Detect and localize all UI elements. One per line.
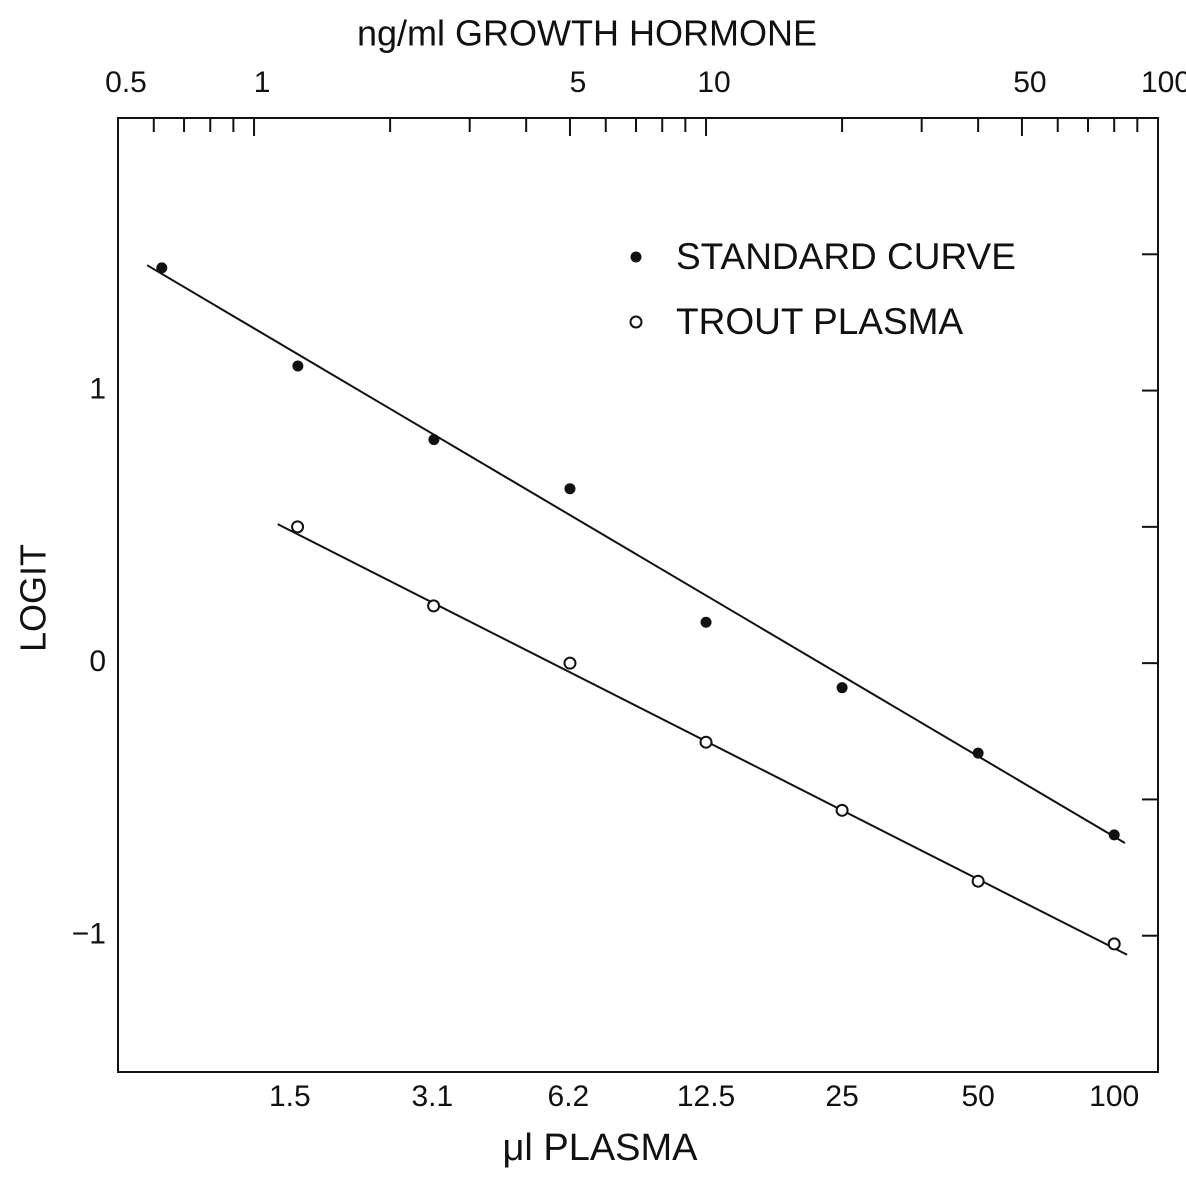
fit-line	[146, 264, 1126, 844]
point	[700, 616, 712, 628]
point	[699, 735, 713, 749]
y-tick-label: 0	[89, 645, 106, 678]
x2-tick-label: 100	[1141, 66, 1186, 99]
point	[156, 262, 168, 274]
point	[428, 434, 440, 446]
point	[836, 682, 848, 694]
point	[1108, 829, 1120, 841]
x2-tick-label: 0.5	[105, 66, 147, 99]
legend-marker	[629, 315, 643, 329]
y-tick-label: 1	[89, 372, 106, 405]
x-tick-label: 100	[1089, 1080, 1139, 1113]
top-axis-label: ng/ml GROWTH HORMONE	[357, 13, 817, 54]
legend-text: STANDARD CURVE	[676, 236, 1016, 277]
x-tick-label: 1.5	[269, 1080, 311, 1113]
x2-tick-label: 5	[570, 66, 587, 99]
point	[564, 483, 576, 495]
y-axis-label: LOGIT	[13, 544, 54, 652]
point	[972, 747, 984, 759]
x-tick-label: 3.1	[411, 1080, 453, 1113]
x-tick-label: 50	[961, 1080, 994, 1113]
point	[971, 874, 985, 888]
point	[835, 803, 849, 817]
point	[563, 656, 577, 670]
y-tick-label: −1	[72, 918, 106, 951]
x-tick-label: 12.5	[677, 1080, 735, 1113]
x-tick-label: 25	[825, 1080, 858, 1113]
x2-tick-label: 50	[1013, 66, 1046, 99]
point	[427, 599, 441, 613]
x-tick-label: 6.2	[548, 1080, 590, 1113]
x-axis-label: μl PLASMA	[502, 1127, 698, 1169]
plot-frame	[117, 117, 1159, 1073]
point	[1107, 937, 1121, 951]
legend-marker	[630, 251, 642, 263]
point	[291, 520, 305, 534]
point	[292, 360, 304, 372]
legend-text: TROUT PLASMA	[676, 301, 963, 342]
x2-tick-label: 1	[254, 66, 271, 99]
x2-tick-label: 10	[697, 66, 730, 99]
